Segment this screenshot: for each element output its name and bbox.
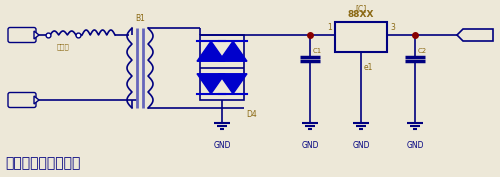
Text: OUT: OUT xyxy=(470,30,490,39)
Text: GND: GND xyxy=(352,141,370,150)
Text: 3: 3 xyxy=(390,23,395,32)
Text: 1: 1 xyxy=(327,23,332,32)
FancyBboxPatch shape xyxy=(8,93,36,107)
Polygon shape xyxy=(197,74,225,94)
Text: GND: GND xyxy=(301,141,319,150)
Text: C1: C1 xyxy=(313,48,322,54)
FancyBboxPatch shape xyxy=(8,27,36,42)
Bar xyxy=(335,22,387,52)
Polygon shape xyxy=(219,41,247,61)
Text: GND: GND xyxy=(213,141,231,150)
Polygon shape xyxy=(457,29,493,41)
Text: B1: B1 xyxy=(135,14,145,23)
Text: C2: C2 xyxy=(418,48,427,54)
Text: e1: e1 xyxy=(364,62,374,72)
Text: 保险丝: 保险丝 xyxy=(56,43,70,50)
Text: [C]: [C] xyxy=(356,4,366,13)
Text: D4: D4 xyxy=(246,110,257,119)
Text: IN: IN xyxy=(16,96,28,104)
Polygon shape xyxy=(219,74,247,94)
Text: 最简单开关稳压电源: 最简单开关稳压电源 xyxy=(5,156,80,170)
Text: IN: IN xyxy=(16,30,28,39)
Polygon shape xyxy=(197,41,225,61)
Text: GND: GND xyxy=(406,141,424,150)
Bar xyxy=(200,35,244,100)
Text: D1: D1 xyxy=(216,73,228,81)
Text: 88XX: 88XX xyxy=(348,10,374,19)
Polygon shape xyxy=(34,31,39,39)
Polygon shape xyxy=(34,96,39,104)
